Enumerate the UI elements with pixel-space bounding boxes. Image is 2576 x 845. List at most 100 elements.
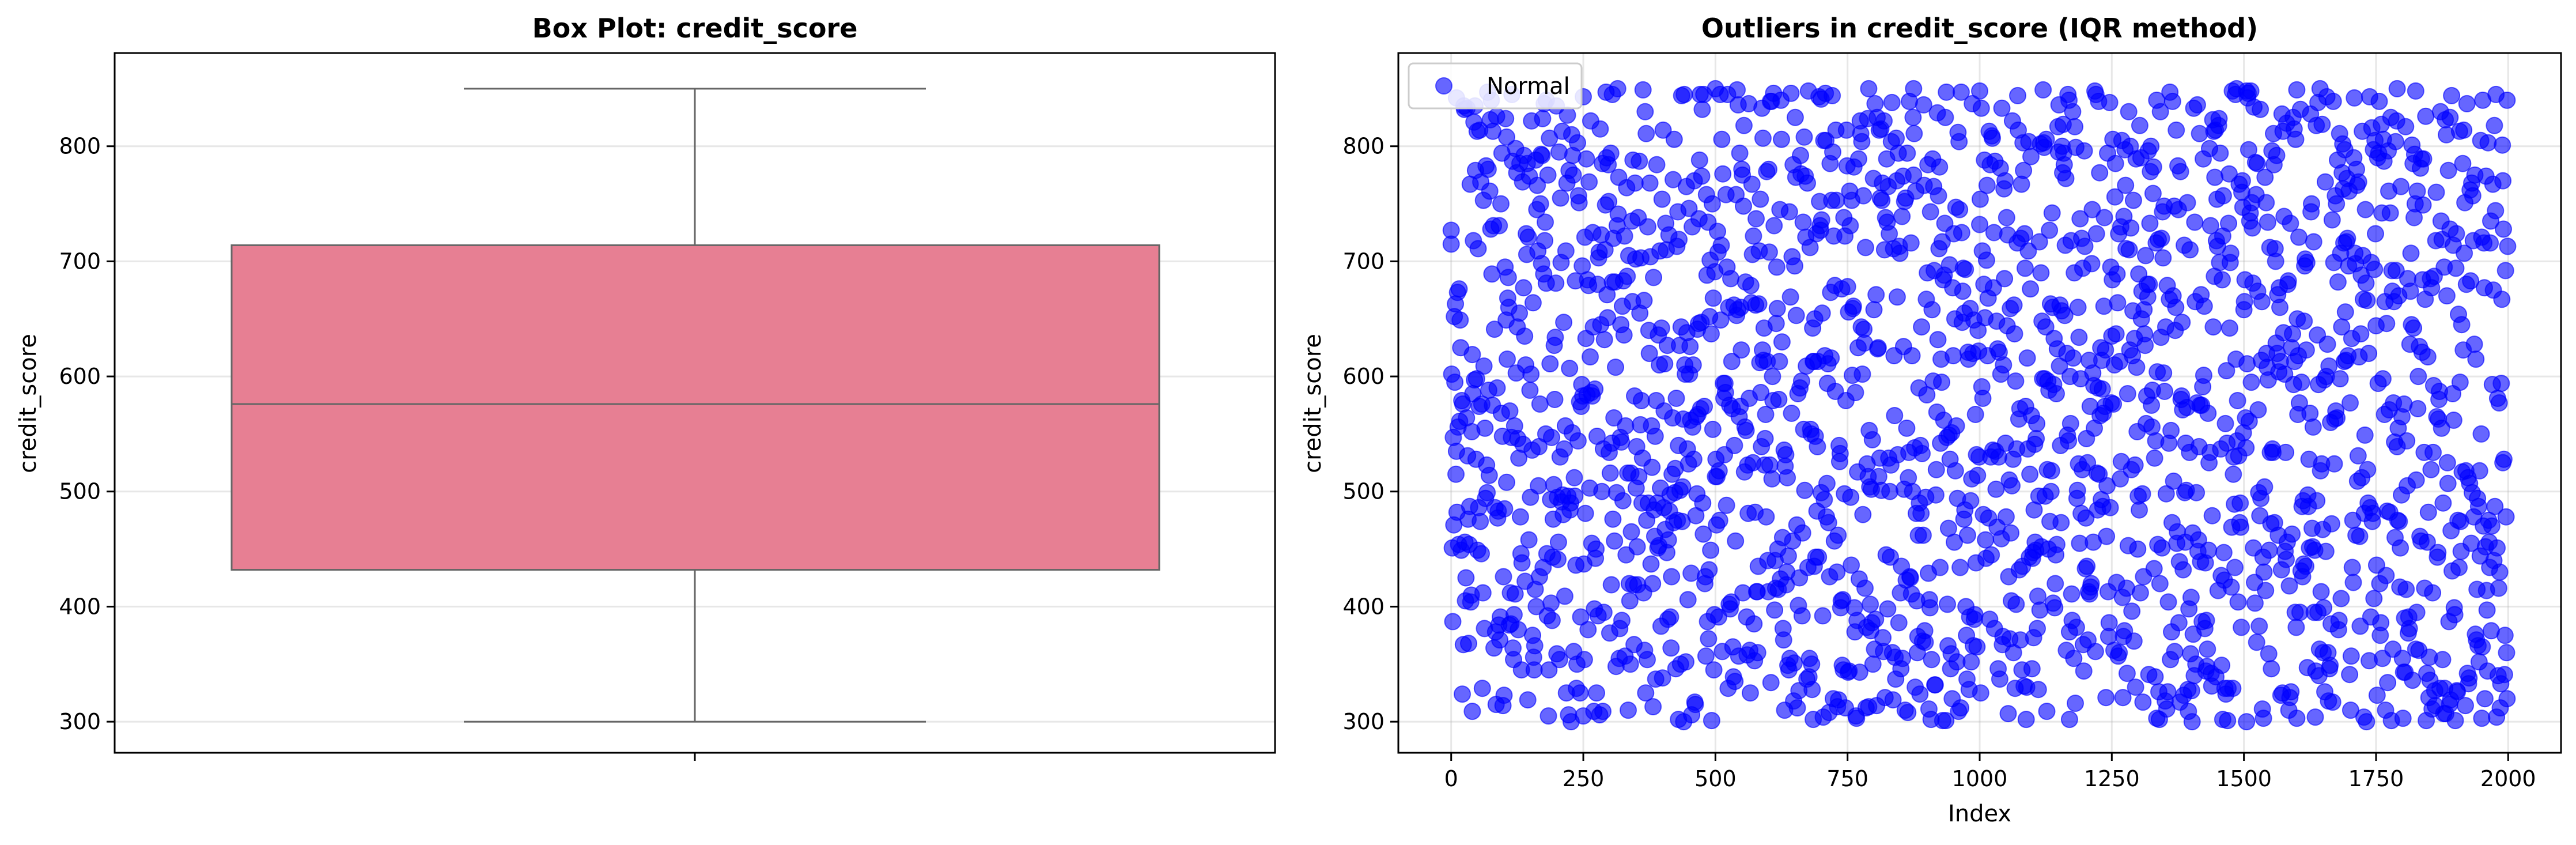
scatter-point [1659, 531, 1677, 549]
scatter-point [2424, 584, 2442, 602]
scatter-point [1566, 487, 1584, 505]
scatter-point [1978, 176, 1996, 194]
scatter-point [2405, 319, 2423, 337]
scatter-point [2352, 325, 2370, 343]
scatter-point [1752, 384, 1770, 401]
scatter-x-tick-label: 250 [1563, 766, 1605, 791]
scatter-point [2016, 259, 2034, 277]
scatter-point [2188, 96, 2206, 114]
scatter-point [2349, 447, 2367, 465]
scatter-point [1686, 696, 1704, 714]
scatter-point [1713, 130, 1731, 148]
box-plot-y-tick-label: 300 [59, 709, 101, 734]
scatter-point [2497, 508, 2515, 526]
scatter-point [2255, 563, 2273, 581]
scatter-point [2082, 575, 2100, 593]
scatter-point [1606, 532, 1624, 550]
scatter-point [1894, 650, 1912, 667]
scatter-point [2400, 620, 2418, 637]
scatter-point [1525, 661, 1543, 679]
scatter-y-tick-label: 600 [1342, 364, 1385, 389]
scatter-point [1966, 406, 1984, 423]
scatter-point [2388, 80, 2406, 97]
scatter-point [1742, 277, 1760, 295]
scatter-point [1670, 711, 1688, 729]
scatter-point [2448, 225, 2465, 243]
scatter-point [2017, 711, 2035, 729]
scatter-point [2398, 432, 2416, 450]
scatter-point [1971, 82, 1988, 100]
scatter-point [1593, 482, 1611, 500]
scatter-point [2127, 678, 2144, 696]
scatter-point [1600, 193, 1618, 210]
scatter-point [2351, 527, 2369, 545]
scatter-point [2142, 137, 2160, 155]
scatter-point [1569, 134, 1586, 152]
scatter-point [1586, 380, 1604, 398]
scatter-point [2414, 196, 2432, 214]
scatter-point [1652, 319, 1670, 337]
scatter-point [1542, 594, 1560, 612]
scatter-point [1476, 419, 1494, 437]
scatter-point [2256, 168, 2274, 186]
scatter-point [1903, 347, 1921, 365]
scatter-point [1531, 395, 1549, 413]
scatter-point [2211, 144, 2229, 162]
scatter-point [1515, 279, 1533, 297]
scatter-point [1703, 325, 1720, 343]
scatter-point [2106, 154, 2124, 172]
scatter-point [2078, 557, 2096, 575]
scatter-point [1937, 712, 1955, 730]
scatter-point [1971, 216, 1988, 233]
scatter-point [2404, 672, 2422, 689]
scatter-point [2495, 450, 2513, 468]
scatter-y-tick-label: 400 [1342, 594, 1385, 619]
scatter-point [1818, 474, 1836, 492]
scatter-point [2097, 689, 2115, 707]
scatter-point [1485, 320, 1503, 338]
scatter-point [2009, 86, 2026, 104]
scatter-point [2155, 364, 2173, 382]
scatter-point [2123, 602, 2141, 620]
scatter-point [1644, 575, 1662, 593]
scatter-point [1522, 365, 1540, 383]
scatter-point [2471, 462, 2488, 480]
scatter-point [1997, 508, 2015, 526]
scatter-point [2244, 219, 2261, 237]
scatter-point [2229, 593, 2247, 611]
scatter-point [2201, 217, 2219, 235]
scatter-point [1931, 559, 1949, 576]
scatter-point [2110, 644, 2128, 662]
scatter-point [2231, 494, 2249, 512]
scatter-point [1579, 621, 1597, 639]
scatter-point [2427, 183, 2445, 201]
scatter-point [2242, 374, 2260, 391]
scatter-point [1499, 269, 1517, 286]
scatter-point [1628, 538, 1646, 556]
scatter-point [1921, 599, 1939, 617]
scatter-point [1473, 545, 1490, 563]
scatter-point [2324, 92, 2342, 110]
scatter-point [1521, 382, 1539, 399]
scatter-point [1764, 368, 1781, 386]
scatter-point [1913, 318, 1931, 336]
scatter-point [2259, 213, 2276, 231]
legend-box [1408, 62, 1583, 110]
scatter-point [1731, 144, 1749, 162]
scatter-point [1457, 569, 1475, 587]
scatter-point [2237, 439, 2255, 457]
scatter-point [2293, 374, 2310, 391]
scatter-point [1442, 221, 1460, 239]
scatter-point [1952, 83, 1970, 101]
scatter-point [2316, 173, 2334, 191]
scatter-point [1831, 444, 1849, 462]
scatter-point [2478, 601, 2496, 619]
scatter-point [1822, 349, 1840, 367]
scatter-point [2224, 680, 2242, 697]
scatter-point [2409, 400, 2427, 417]
scatter-point [1475, 357, 1493, 375]
scatter-point [1996, 172, 2014, 190]
scatter-x-tick-label: 1750 [2348, 766, 2404, 791]
scatter-point [2491, 563, 2509, 581]
